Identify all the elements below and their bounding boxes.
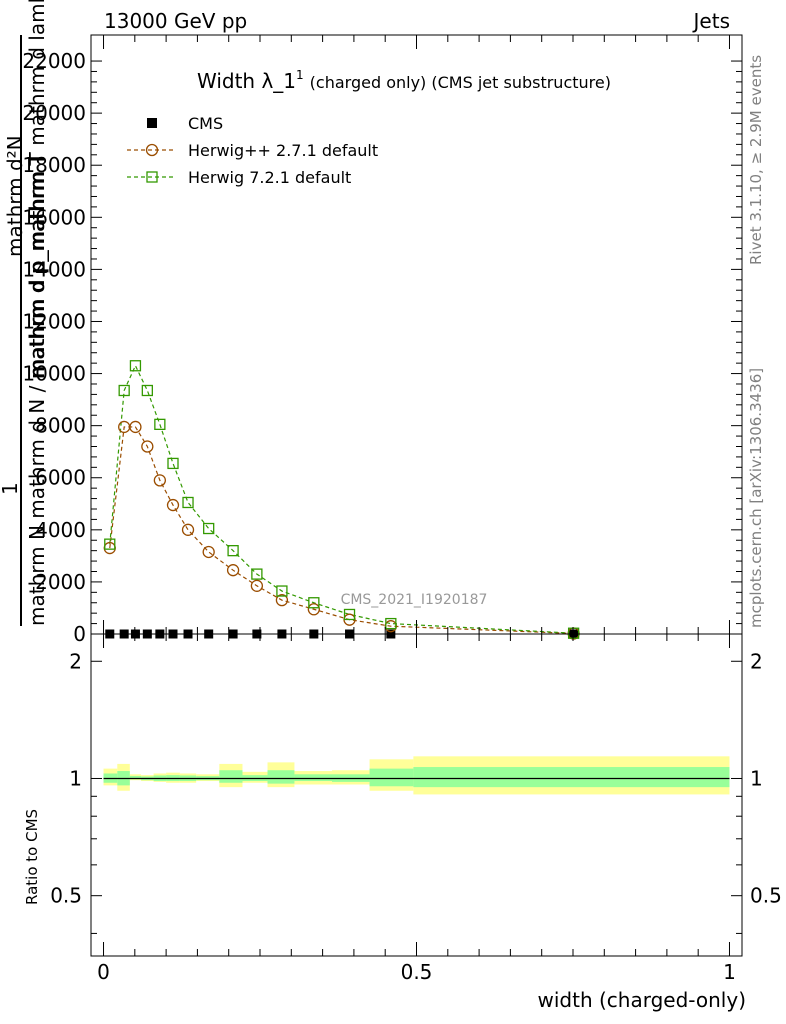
title-main: Width λ_1 <box>197 69 296 93</box>
y-tick-label: 22000 <box>22 49 86 73</box>
legend-herwigpp-marker <box>145 143 159 157</box>
legend-cms-label: CMS <box>188 114 223 133</box>
legend-cms-marker <box>147 118 157 128</box>
data-point-herwig7 <box>104 538 116 550</box>
x-axis-label: width (charged-only) <box>538 988 746 1012</box>
uncertainty-band-inner <box>413 767 730 788</box>
y-tick-label: 16000 <box>22 205 86 229</box>
data-point-herwigpp <box>141 440 154 453</box>
y-label-line-3: mathrm d p_mathrm T mathrm d lambda <box>25 0 49 378</box>
legend-herwigpp-label: Herwig++ 2.7.1 default <box>188 141 378 160</box>
data-point-herwigpp <box>202 545 215 559</box>
y-axis-label: mathrm d²N 1 mathrm d p_mathrm T mathrm … <box>0 0 49 626</box>
data-point-herwig7 <box>154 418 166 431</box>
y-tick-label: 2000 <box>35 570 86 594</box>
y-tick-label: 6000 <box>35 466 86 490</box>
legend-herwig7-marker <box>146 171 158 183</box>
data-point-herwig7 <box>276 585 288 597</box>
title-tail: (charged only) (CMS jet substructure) <box>310 73 611 92</box>
y-tick-label: 8000 <box>35 414 86 438</box>
series-line <box>109 364 574 634</box>
data-point-herwig7 <box>251 568 263 580</box>
ratio-frame <box>90 633 743 957</box>
y-tick-label: 0 <box>73 622 86 646</box>
y-tick-label: 12000 <box>22 309 86 333</box>
title-sup: 1 <box>296 68 304 82</box>
ratio-y-label: Ratio to CMS <box>23 809 41 905</box>
legend: CMS Herwig++ 2.7.1 default Herwig 7.2.1 … <box>127 114 378 187</box>
data-point-herwig7 <box>141 384 153 397</box>
data-point-herwig7 <box>227 545 239 557</box>
y-label-line-1: mathrm d²N <box>3 135 27 257</box>
data-point-herwigpp <box>166 498 180 512</box>
uncertainty-band-inner <box>267 770 295 784</box>
data-point-herwig7 <box>167 457 179 470</box>
main-y-ticks: 0 2000 4000 6000 8000 10000 12000 14000 16000 180… <box>22 49 742 646</box>
uncertainty-band-inner <box>219 770 243 783</box>
data-point-herwig7 <box>343 608 356 621</box>
ratio-tick-label-right: 2 <box>750 649 763 673</box>
ratio-panel: 0.5 0.51 12 2 0 0.5 1 Ratio to CMS width (cha… <box>23 35 782 1012</box>
data-point-herwig7 <box>308 597 320 609</box>
chart-title: Width λ_11 (charged only) (CMS jet substr… <box>197 68 611 93</box>
x-tick-label: 1 <box>723 960 736 984</box>
uncertainty-band-inner <box>369 768 414 787</box>
y-tick-label: 4000 <box>35 518 86 542</box>
y-tick-label: 18000 <box>22 153 86 177</box>
series-line <box>109 426 574 635</box>
data-point-herwig7 <box>129 360 142 372</box>
uncertainty-band-inner <box>129 775 142 780</box>
x-tick-label: 0 <box>97 960 110 984</box>
main-panel: 0 2000 4000 6000 8000 10000 12000 14000 16000 180… <box>0 0 743 646</box>
y-tick-label: 20000 <box>22 101 86 125</box>
ratio-y-ticks: 0.5 0.5 1 1 2 2 <box>50 649 782 934</box>
ratio-bands <box>103 756 730 795</box>
ratio-tick-label-right: 0.5 <box>750 884 782 908</box>
legend-herwig7-label: Herwig 7.2.1 default <box>188 168 351 187</box>
y-label-line-4: mathrm N mathrm d N / mathrm d p_mathrm … <box>25 153 49 626</box>
data-point-herwigpp <box>226 564 240 577</box>
data-point-herwigpp <box>153 474 167 487</box>
rivet-label: Rivet 3.1.10, ≥ 2.9M events <box>747 55 765 265</box>
y-label-line-2: 1 <box>0 482 22 495</box>
header-right: Jets <box>692 9 730 33</box>
ratio-tick-label-right: 1 <box>750 766 763 790</box>
x-axis-ticks: 0 0.5 1 <box>97 35 736 984</box>
data-point-herwigpp <box>129 420 142 434</box>
data-point-herwig7 <box>182 496 194 509</box>
ratio-tick-label: 0.5 <box>50 884 82 908</box>
data-point-herwigpp <box>181 523 195 536</box>
data-point-herwigpp <box>307 603 320 616</box>
data-point-herwig7 <box>385 617 397 630</box>
ratio-tick-label: 2 <box>69 649 82 673</box>
header-left: 13000 GeV pp <box>104 9 247 33</box>
uncertainty-band-inner <box>294 774 332 782</box>
y-tick-label: 10000 <box>22 362 86 386</box>
data-point-herwig7 <box>567 627 580 639</box>
watermark: CMS_2021_I1920187 <box>341 592 488 608</box>
mcplots-label: mcplots.cern.ch [arXiv:1306.3436] <box>747 368 765 628</box>
data-point-herwig7 <box>203 522 215 535</box>
ratio-tick-label: 1 <box>69 766 82 790</box>
x-tick-label: 0.5 <box>401 960 433 984</box>
data-point-herwig7 <box>118 384 130 397</box>
y-tick-label: 14000 <box>22 257 86 281</box>
data-point-herwigpp <box>275 593 289 607</box>
data-point-herwigpp <box>250 579 264 592</box>
